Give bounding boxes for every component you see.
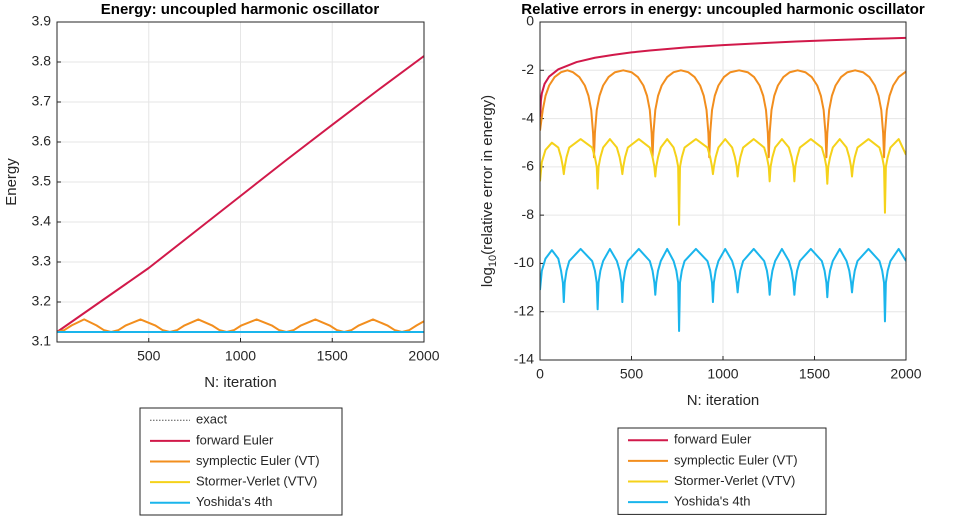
y-tick-label: -8	[522, 206, 535, 222]
legend-label: exact	[196, 412, 227, 427]
y-tick-label: -4	[522, 109, 535, 125]
y-tick-label: 3.5	[32, 173, 52, 189]
legend-label: Yoshida's 4th	[674, 494, 750, 509]
x-tick-label: 1000	[707, 366, 738, 382]
legend-label: Stormer-Verlet (VTV)	[674, 473, 795, 488]
y-tick-label: 3.8	[32, 53, 52, 69]
x-tick-label: 2000	[890, 366, 921, 382]
x-tick-label: 2000	[408, 348, 439, 364]
chart-title: Energy: uncoupled harmonic oscillator	[101, 1, 380, 18]
y-tick-label: 0	[526, 13, 534, 29]
x-axis-label: N: iteration	[687, 392, 760, 409]
x-tick-label: 1000	[225, 348, 256, 364]
y-tick-label: 3.7	[32, 93, 52, 109]
y-tick-label: -6	[522, 158, 535, 174]
x-tick-label: 500	[137, 348, 161, 364]
legend-label: symplectic Euler (VT)	[674, 452, 798, 467]
series-line	[540, 69, 906, 159]
y-tick-label: 3.9	[32, 13, 52, 29]
y-tick-label: -14	[514, 351, 534, 367]
y-tick-label: -10	[514, 254, 534, 270]
legend-label: Yoshida's 4th	[196, 494, 272, 509]
x-tick-label: 0	[536, 366, 544, 382]
y-tick-label: -2	[522, 61, 535, 77]
x-axis-label: N: iteration	[204, 374, 277, 391]
legend-box	[617, 427, 827, 515]
series-line	[540, 36, 906, 118]
series-line	[540, 138, 906, 226]
y-axis-label-part: (relative error in energy)	[479, 95, 496, 255]
x-tick-label: 500	[620, 366, 644, 382]
series-line	[57, 55, 424, 333]
y-tick-label: 3.4	[32, 213, 52, 229]
y-tick-label: 3.2	[32, 293, 52, 309]
axes-frame	[56, 21, 425, 343]
x-tick-label: 1500	[799, 366, 830, 382]
legend-label: Stormer-Verlet (VTV)	[196, 474, 317, 489]
y-axis-label-sub: 10	[487, 255, 499, 267]
series-line	[540, 247, 906, 333]
legend-label: forward Euler	[196, 432, 274, 447]
axes-frame	[539, 21, 907, 361]
x-tick-label: 1500	[317, 348, 348, 364]
chart-title: Relative errors in energy: uncoupled har…	[521, 1, 925, 18]
legend-label: symplectic Euler (VT)	[196, 453, 320, 468]
y-tick-label: 3.1	[32, 333, 52, 349]
y-axis-label: log10(relative error in energy)	[479, 95, 499, 287]
y-tick-label: 3.6	[32, 133, 52, 149]
y-axis-label-part: log	[479, 267, 496, 287]
y-tick-label: -12	[514, 302, 534, 318]
y-tick-label: 3.3	[32, 253, 52, 269]
y-axis-label: Energy	[3, 158, 20, 206]
legend-label: forward Euler	[674, 432, 752, 447]
